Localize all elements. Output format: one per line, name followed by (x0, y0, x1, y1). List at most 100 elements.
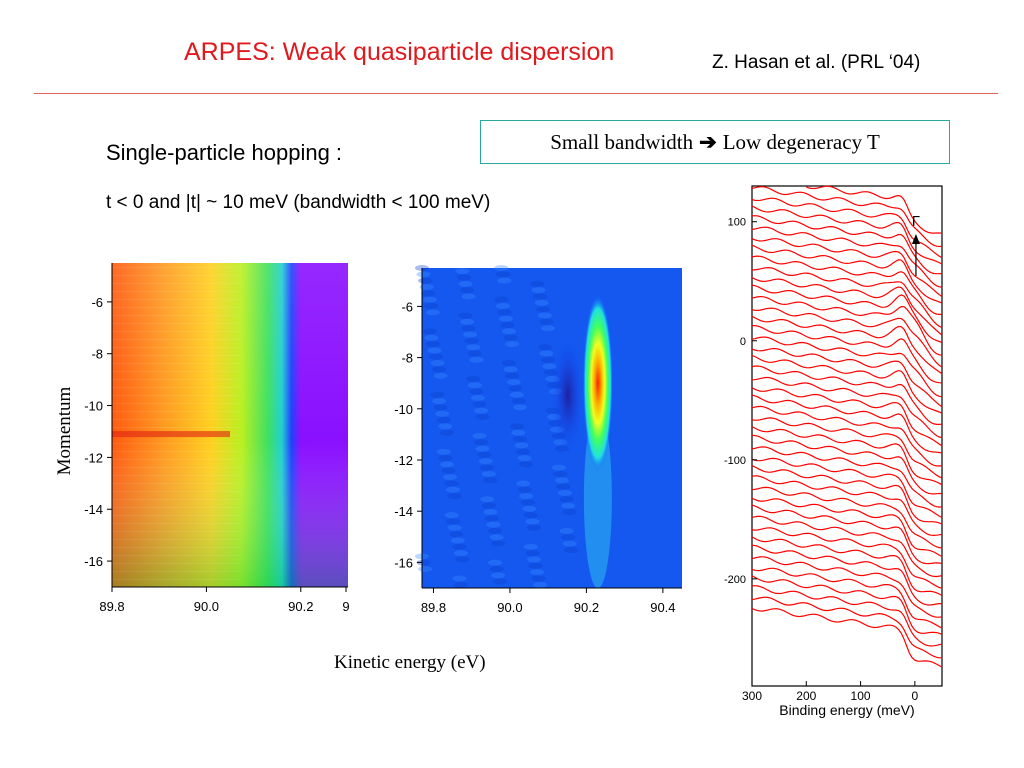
derivative-map-texture (428, 353, 443, 360)
edc-curve (751, 536, 943, 597)
derivative-map-texture (554, 477, 569, 484)
citation: Z. Hasan et al. (PRL ‘04) (712, 52, 921, 73)
edc-curve (751, 417, 943, 479)
derivative-map-texture (505, 341, 520, 348)
derivative-map-texture (439, 429, 454, 436)
derivative-map-texture (517, 455, 532, 462)
derivative-map-texture (540, 325, 555, 332)
intensity-map-streak (112, 347, 242, 348)
derivative-map-texture (542, 363, 557, 370)
derivative-map-texture (433, 404, 448, 411)
derivative-map-texture (491, 540, 506, 547)
derivative-map-texture (432, 398, 447, 405)
derivative-map-texture (464, 337, 479, 344)
y-tick-label: -6 (91, 295, 103, 310)
derivative-map-texture (447, 524, 462, 531)
callout-right-text: Low degeneracy T (722, 129, 880, 154)
derivative-map-texture (537, 344, 552, 351)
edc-curve (751, 486, 943, 549)
derivative-map-texture (539, 350, 554, 357)
x-tick-label: 90.2 (288, 599, 313, 614)
derivative-map-texture (559, 496, 574, 503)
edc-curve (751, 527, 943, 589)
edc-curve (751, 504, 943, 565)
x-tick-label: 100 (851, 689, 871, 703)
intensity-map-streak (112, 539, 242, 540)
derivative-map-texture (553, 470, 568, 477)
intensity-map-streak (112, 307, 242, 308)
derivative-map-texture (526, 556, 541, 563)
y-tick-label: -12 (394, 453, 413, 468)
intensity-map-streak (112, 315, 242, 316)
edc-curve (751, 284, 943, 343)
edc-curve (751, 387, 943, 447)
edc-curve (751, 465, 943, 525)
derivative-map-texture (481, 470, 496, 477)
derivative-map-texture (455, 268, 470, 275)
derivative-map-texture (509, 391, 524, 398)
derivative-map-texture (425, 341, 440, 348)
x-tick-label: 90.0 (194, 599, 219, 614)
derivative-map-texture (533, 581, 548, 588)
derivative-map-texture (536, 306, 551, 313)
derivative-map-texture (520, 499, 535, 506)
derivative-map-trough (551, 335, 584, 456)
derivative-map-texture (539, 318, 554, 325)
intensity-map-chart: -6 -8 -10 -12 -14 -16 89.8 90.0 90.2 9 (84, 263, 350, 614)
intensity-map-streak (112, 291, 242, 292)
edc-curve (751, 596, 942, 659)
right-arrow-icon: ➔ (699, 129, 717, 154)
edc-curve (751, 575, 943, 635)
derivative-map-texture (505, 372, 520, 379)
y-tick-label: -6 (401, 299, 413, 314)
derivative-map-texture (435, 410, 450, 417)
derivative-map-texture (461, 293, 476, 300)
x-tick-label: 9 (342, 599, 349, 614)
intensity-map-streak (112, 475, 242, 476)
edc-curve (751, 215, 943, 275)
derivative-map-texture (519, 461, 534, 468)
derivative-map-texture (528, 562, 543, 569)
intensity-map-streak (112, 283, 242, 284)
x-tick-label: 90.2 (574, 600, 599, 615)
derivative-map-texture (483, 508, 498, 515)
derivative-map-texture (446, 486, 461, 493)
intensity-map-streak (112, 411, 242, 412)
derivative-map-texture (556, 483, 571, 490)
y-tick-label: -200 (724, 574, 746, 586)
derivative-map-texture (456, 274, 471, 281)
hopping-condition: t < 0 and |t| ~ 10 meV (bandwidth < 100 … (106, 192, 491, 213)
derivative-map-texture (500, 322, 515, 329)
derivative-map-texture (453, 581, 468, 588)
derivative-map-texture (438, 455, 453, 462)
derivative-map-texture (421, 290, 436, 297)
binding-energy-axis-label: Binding energy (meV) (779, 702, 914, 718)
y-tick-label: 0 (740, 336, 746, 348)
derivative-map-chart: -6 -8 -10 -12 -14 -16 89.8 90.0 90.2 90.4 (394, 265, 682, 615)
derivative-map-texture (503, 366, 518, 373)
derivative-map-texture (430, 360, 445, 367)
derivative-map-texture (436, 448, 451, 455)
y-tick-label: -100 (724, 455, 746, 467)
derivative-map-texture (467, 350, 482, 357)
edc-curve (751, 446, 943, 508)
section-heading: Single-particle hopping : (106, 140, 343, 165)
edc-curve (751, 347, 943, 408)
intensity-map-streak (112, 339, 242, 340)
derivative-map-texture (531, 575, 546, 582)
y-tick-label: -8 (401, 351, 413, 366)
intensity-map-streak (112, 571, 242, 572)
derivative-map-texture (453, 550, 468, 557)
intensity-map-streak (112, 579, 242, 580)
intensity-map-streak (112, 299, 242, 300)
derivative-map-texture (530, 280, 545, 287)
edc-curve (751, 544, 942, 606)
edc-curve (751, 255, 942, 315)
edc-curve (751, 607, 943, 668)
intensity-map-streak (112, 431, 230, 438)
derivative-map-texture (564, 546, 579, 553)
derivative-map-texture (480, 496, 495, 503)
derivative-map-texture (517, 486, 532, 493)
edc-curve (751, 186, 943, 248)
derivative-map-texture (492, 578, 507, 585)
